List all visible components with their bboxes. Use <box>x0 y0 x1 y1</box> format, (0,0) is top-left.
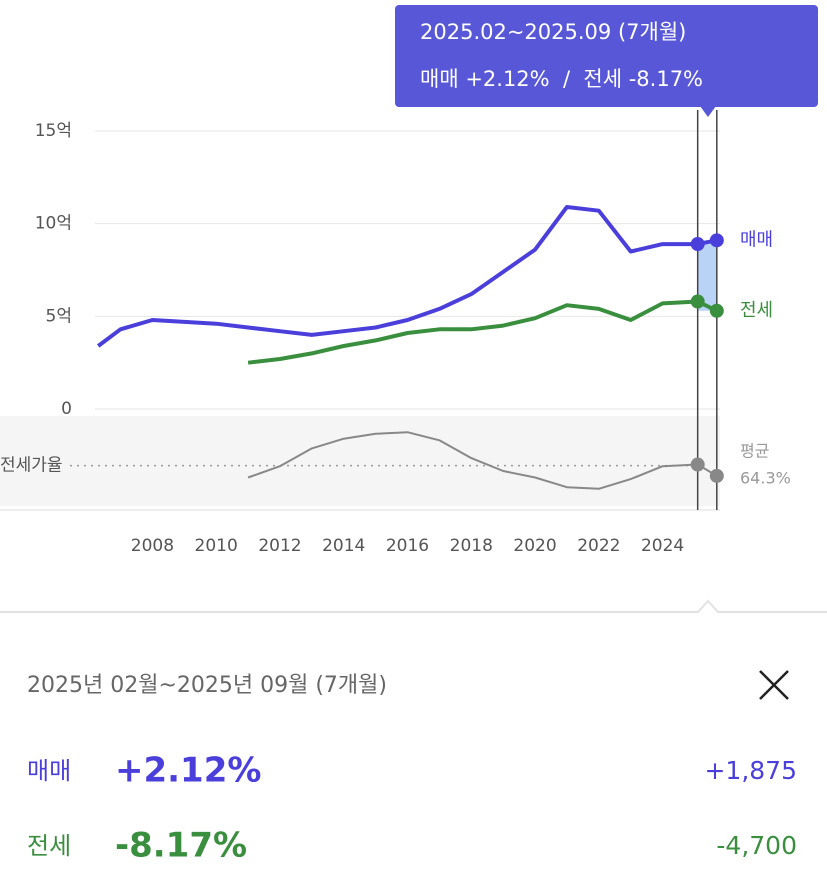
x-tick-label: 2018 <box>450 536 493 556</box>
series-label: 전세 <box>740 300 773 321</box>
end-dot <box>709 468 724 483</box>
panel-label: 전세 <box>27 832 71 860</box>
series-line <box>247 431 718 490</box>
end-dot <box>709 303 724 318</box>
series-label: 매매 <box>740 229 773 250</box>
x-tick-label: 2014 <box>322 536 365 556</box>
y-tick-label: 10억 <box>35 214 72 234</box>
x-tick-label: 2024 <box>641 536 684 556</box>
panel-amount: +1,875 <box>704 756 797 785</box>
tooltip-box <box>395 5 818 107</box>
tooltip-period: 2025.02~2025.09 (7개월) <box>420 20 686 44</box>
average-name: 평균 <box>740 442 769 461</box>
close-button[interactable] <box>759 670 789 700</box>
tooltip-summary: 매매 +2.12% / 전세 -8.17% <box>420 67 703 91</box>
panel-change: -8.17% <box>115 826 247 866</box>
x-tick-label: 2010 <box>195 536 238 556</box>
end-dot <box>709 233 724 248</box>
end-dot <box>690 237 705 252</box>
y-tick-label: 15억 <box>35 121 72 141</box>
y-tick-label: 5억 <box>46 306 72 326</box>
end-dot <box>690 457 705 472</box>
x-tick-label: 2012 <box>258 536 301 556</box>
ratio-label: 전세가율 <box>0 456 63 476</box>
highlight-band <box>697 240 717 311</box>
end-dot <box>690 294 705 309</box>
panel-period: 2025년 02월~2025년 09월 (7개월) <box>27 673 387 698</box>
series-line <box>247 299 718 365</box>
separator <box>0 599 827 613</box>
ratio-panel-bg <box>0 416 720 506</box>
panel-label: 매매 <box>27 757 71 785</box>
x-tick-label: 2022 <box>577 536 620 556</box>
series-line <box>97 205 718 348</box>
plot: 0 5억 10억 15억 2008 2010 2012 2014 2016 2018 2020 202… <box>0 110 791 556</box>
average-value: 64.3% <box>740 469 791 488</box>
x-tick-label: 2020 <box>513 536 556 556</box>
tooltip-pointer <box>700 106 716 117</box>
x-tick-label: 2008 <box>131 536 174 556</box>
y-tick-label: 0 <box>61 399 72 419</box>
panel-amount: -4,700 <box>716 831 797 860</box>
x-tick-label: 2016 <box>386 536 429 556</box>
panel-change: +2.12% <box>115 751 261 791</box>
